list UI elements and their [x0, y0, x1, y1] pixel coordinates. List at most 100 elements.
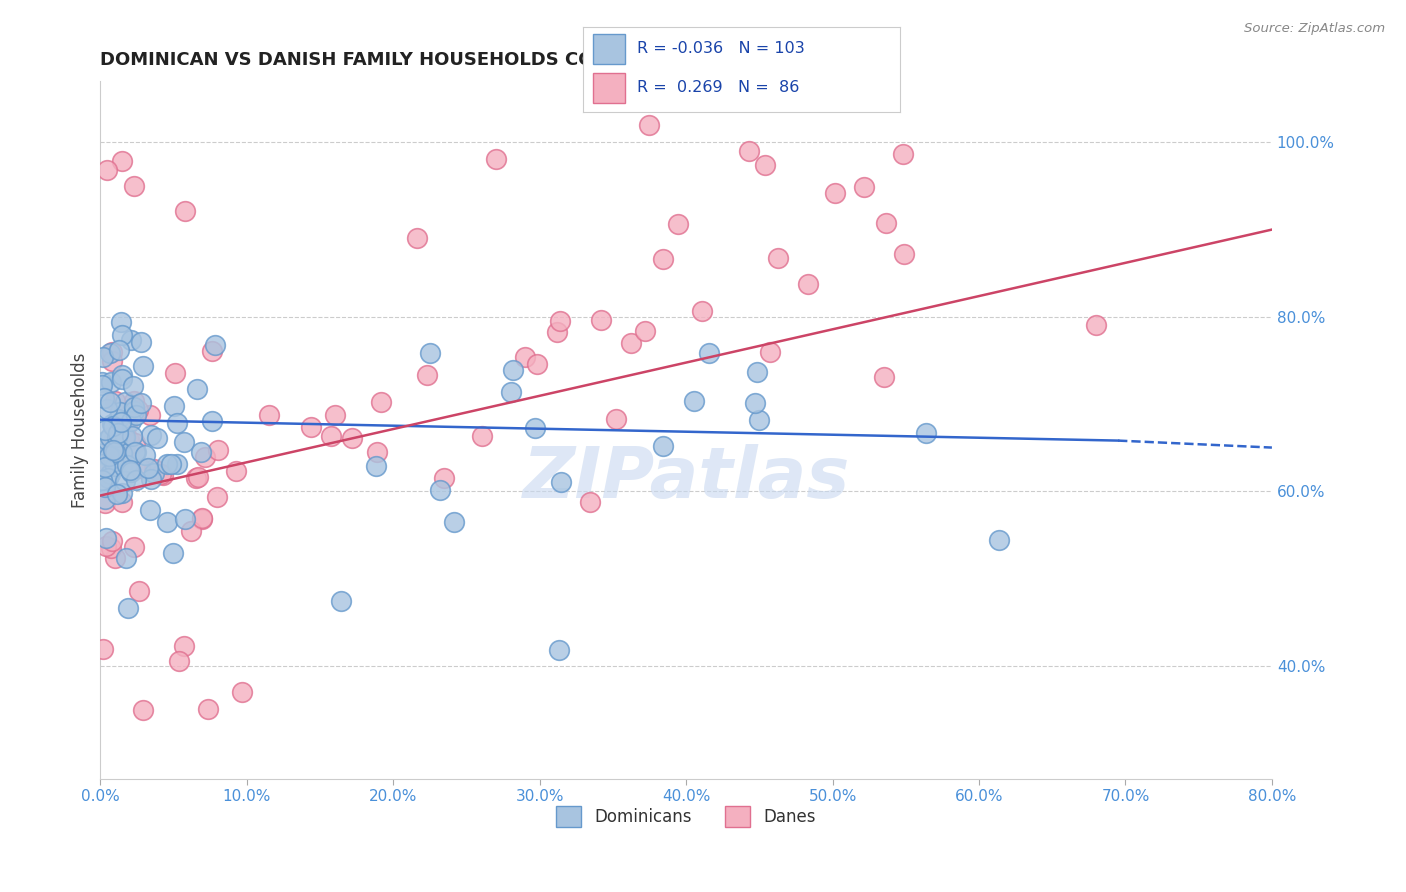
Point [120, 465, 142, 479]
Point [875, 216, 897, 230]
Point [96, 434, 118, 448]
Point [136, 460, 159, 475]
FancyBboxPatch shape [593, 72, 624, 103]
Point [513, 351, 536, 365]
Point [98, 449, 121, 463]
Y-axis label: Family Households: Family Households [72, 352, 89, 508]
Point [134, 448, 156, 462]
Point [548, 314, 571, 328]
Point [100, 541, 122, 555]
Point [340, 430, 363, 444]
Point [115, 458, 138, 472]
Point [112, 449, 135, 463]
Point [115, 417, 138, 432]
Point [824, 186, 846, 201]
Point [190, 511, 212, 525]
Point [94, 480, 117, 494]
Point [173, 434, 195, 449]
Point [738, 144, 761, 158]
Point [139, 408, 162, 422]
Point [101, 417, 124, 432]
Point [893, 247, 915, 261]
Point [143, 467, 166, 481]
Point [114, 551, 136, 566]
Point [797, 277, 820, 291]
Point [745, 365, 768, 379]
Point [682, 394, 704, 409]
Point [110, 315, 132, 329]
Point [1085, 318, 1108, 332]
Point [101, 453, 124, 467]
Point [652, 252, 675, 266]
Point [122, 393, 145, 408]
Point [620, 336, 643, 351]
Text: Source: ZipAtlas.com: Source: ZipAtlas.com [1244, 22, 1385, 36]
Point [142, 461, 165, 475]
Point [104, 454, 127, 468]
Point [111, 458, 134, 472]
Point [94, 531, 117, 545]
Point [101, 451, 124, 466]
Text: DOMINICAN VS DANISH FAMILY HOUSEHOLDS CORRELATION CHART: DOMINICAN VS DANISH FAMILY HOUSEHOLDS CO… [100, 51, 780, 69]
Point [107, 426, 129, 441]
Point [139, 472, 162, 486]
Point [988, 533, 1011, 547]
Point [125, 409, 148, 423]
FancyBboxPatch shape [593, 34, 624, 64]
Point [873, 369, 896, 384]
Point [225, 464, 247, 478]
Point [120, 334, 142, 348]
Point [173, 639, 195, 653]
Point [96, 162, 118, 177]
Point [105, 430, 128, 444]
Point [110, 415, 132, 429]
Point [697, 346, 720, 360]
Point [547, 643, 569, 657]
Point [90, 460, 112, 475]
Point [187, 470, 209, 484]
Point [471, 428, 494, 442]
Point [605, 412, 627, 426]
Point [766, 251, 789, 265]
Point [94, 460, 117, 475]
Point [101, 442, 124, 457]
Point [96, 402, 118, 417]
Point [129, 396, 152, 410]
Point [94, 492, 117, 507]
Point [579, 494, 602, 508]
Point [94, 496, 117, 510]
Point [591, 313, 613, 327]
Point [94, 423, 117, 437]
Point [104, 550, 127, 565]
Point [104, 459, 127, 474]
Point [132, 359, 155, 374]
Point [101, 419, 124, 434]
Point [499, 385, 522, 400]
Point [163, 366, 186, 380]
Point [112, 431, 135, 445]
Point [114, 429, 136, 443]
Point [207, 490, 229, 504]
Point [104, 445, 127, 459]
Point [523, 421, 546, 435]
Point [124, 404, 146, 418]
Point [120, 414, 142, 428]
Point [139, 502, 162, 516]
Point [124, 444, 146, 458]
Point [111, 446, 134, 460]
Point [666, 217, 689, 231]
Point [526, 357, 548, 371]
Point [111, 485, 134, 500]
Point [104, 393, 127, 408]
Point [114, 474, 136, 488]
Point [191, 511, 214, 525]
Point [754, 158, 776, 172]
Point [204, 338, 226, 352]
Point [891, 146, 914, 161]
Text: R =  0.269   N =  86: R = 0.269 N = 86 [637, 80, 800, 95]
Point [160, 457, 183, 471]
Point [118, 463, 141, 477]
Point [690, 303, 713, 318]
Point [184, 471, 207, 485]
Point [186, 382, 208, 396]
